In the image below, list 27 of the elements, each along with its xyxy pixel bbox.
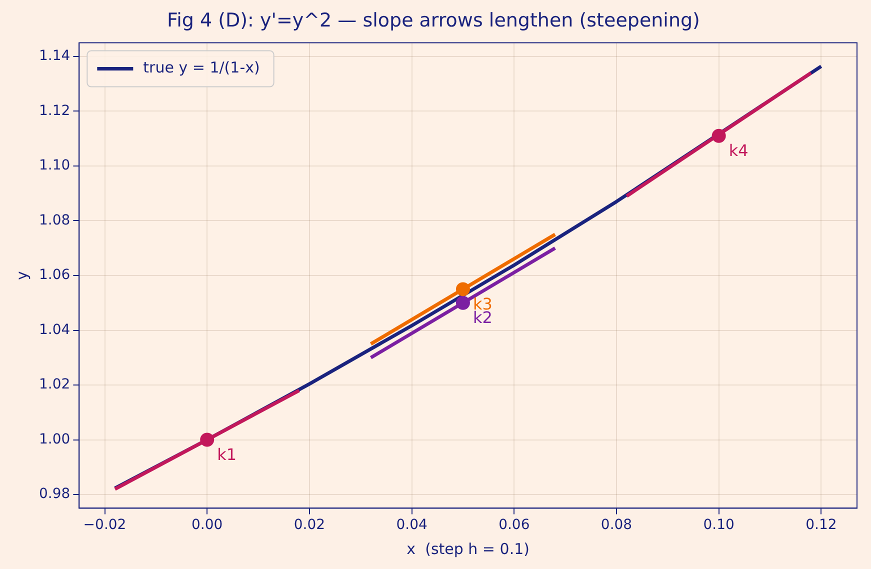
y-tick-label: 1.04: [39, 322, 70, 338]
legend-label: true y = 1/(1-x): [143, 58, 260, 77]
y-tick-label: 1.08: [39, 212, 70, 228]
annotation: k4: [728, 141, 748, 160]
point: [456, 296, 470, 310]
point: [456, 282, 470, 296]
x-axis-title: x (step h = 0.1): [406, 540, 530, 558]
y-axis-title: y: [12, 270, 31, 280]
point: [200, 432, 214, 447]
y-tick-label: 1.06: [39, 267, 70, 284]
x-tick-label: 0.04: [396, 517, 428, 534]
y-tick-label: 1.14: [39, 48, 70, 64]
x-tick-label: −0.02: [83, 517, 126, 534]
annotation: k1: [217, 444, 237, 464]
y-tick-label: 0.98: [39, 486, 70, 502]
y-tick-label: 1.00: [39, 431, 70, 448]
chart-title: Fig 4 (D): y'=y^2 — slope arrows lengthen (steepening): [167, 9, 700, 32]
x-tick-label: 0.10: [703, 517, 734, 534]
x-tick-label: 0.08: [600, 517, 632, 534]
y-tick-label: 1.12: [39, 102, 70, 119]
x-tick-label: 0.00: [192, 517, 223, 534]
y-tick-label: 1.02: [39, 376, 70, 393]
x-tick-label: 0.12: [806, 517, 837, 534]
y-tick-label: 1.10: [39, 158, 70, 174]
x-tick-label: 0.02: [294, 517, 326, 534]
point: [712, 128, 726, 143]
x-tick-label: 0.06: [498, 517, 530, 534]
